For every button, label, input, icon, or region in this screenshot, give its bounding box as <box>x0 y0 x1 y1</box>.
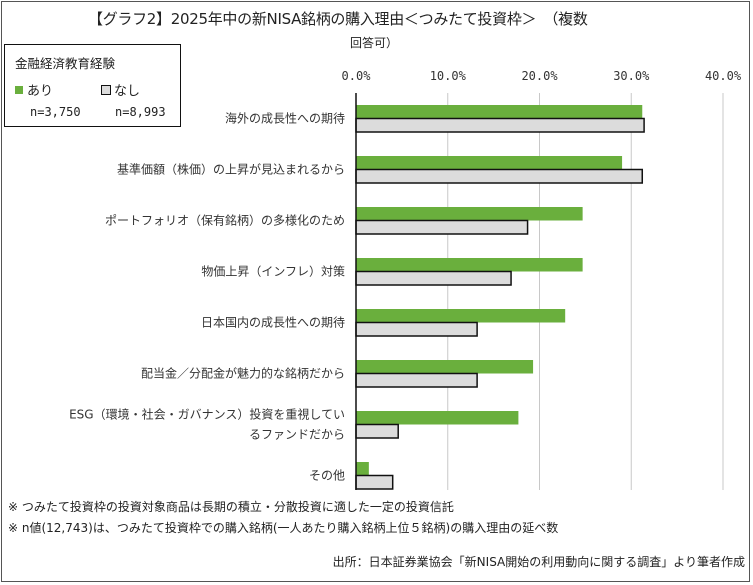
bar-yes <box>356 105 643 119</box>
legend-title: 金融経済教育経験 <box>15 56 116 71</box>
chart-title: 【グラフ2】2025年中の新NISA銘柄の購入理由＜つみたて投資枠＞ （複数 <box>88 10 588 28</box>
x-tick-label: 10.0% <box>430 69 467 83</box>
bar-no <box>355 270 512 286</box>
bar-no <box>355 423 399 439</box>
category-label: るファンドだから <box>249 428 345 442</box>
category-label: 配当金／分配金が魅力的な銘柄だから <box>141 366 345 381</box>
category-label: 基準価額（株価）の上昇が見込まれるから <box>117 162 345 177</box>
category-label: 日本国内の成長性への期待 <box>201 316 345 330</box>
bar-yes <box>356 156 623 170</box>
bar-no <box>355 372 478 388</box>
legend: 金融経済教育経験 あり なし n=3,750 n=8,993 <box>4 44 181 127</box>
bar-no <box>355 474 394 490</box>
note-1: ※ つみたて投資枠の投資対象商品は長期の積立・分散投資に適した一定の投資信託 <box>8 500 454 514</box>
legend-swatch-no <box>101 85 111 95</box>
bar-yes <box>356 309 566 323</box>
category-label: ポートフォリオ（保有銘柄）の多様化のため <box>105 213 345 228</box>
legend-label-yes: あり <box>27 84 54 99</box>
chart-title-continued: 回答可） <box>350 36 399 50</box>
legend-swatch-yes <box>15 86 23 94</box>
x-tick-label: 0.0% <box>342 69 372 83</box>
bar-yes <box>356 411 519 425</box>
bar-no <box>355 219 529 235</box>
bar-yes <box>356 360 534 374</box>
category-label: 物価上昇（インフレ）対策 <box>201 265 345 279</box>
bar-no <box>355 168 644 184</box>
x-tick-label: 30.0% <box>613 69 650 83</box>
bar-yes <box>356 207 583 221</box>
bar-no <box>355 321 478 337</box>
legend-n-no: n=8,993 <box>115 105 166 119</box>
source-note: 出所：日本証券業協会「新NISA開始の利用動向に関する調査」より筆者作成 <box>332 555 745 569</box>
bar-no <box>355 117 645 133</box>
legend-label-no: なし <box>114 84 141 99</box>
bar-yes <box>356 258 583 272</box>
category-label: ESG（環境・社会・ガバナンス）投資を重視してい <box>69 407 345 422</box>
x-tick-label: 40.0% <box>705 69 742 83</box>
bar-yes <box>356 462 369 476</box>
category-label: 海外の成長性への期待 <box>225 111 345 126</box>
x-tick-label: 20.0% <box>521 69 558 83</box>
note-2: ※ n値(12,743)は、つみたて投資枠での購入銘柄(一人あたり購入銘柄上位５… <box>8 521 559 535</box>
category-label: その他 <box>309 469 345 483</box>
legend-n-yes: n=3,750 <box>30 105 81 119</box>
